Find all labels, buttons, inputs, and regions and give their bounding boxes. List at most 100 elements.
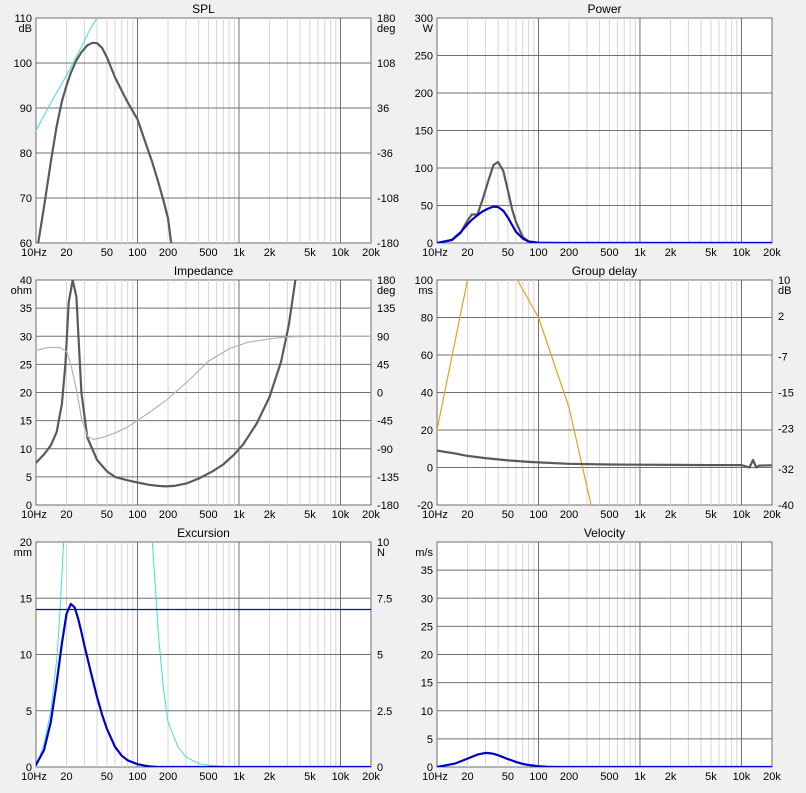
x-tick-label: 500 bbox=[600, 771, 618, 783]
left-tick-label: 0 bbox=[26, 500, 32, 512]
left-tick-label: 100 bbox=[415, 163, 433, 175]
left-tick-label: 10 bbox=[20, 650, 32, 662]
left-tick-label: 70 bbox=[20, 193, 32, 205]
x-tick-label: 50 bbox=[502, 771, 514, 783]
right-tick-label: -90 bbox=[377, 444, 393, 456]
x-tick-label: 100 bbox=[128, 771, 146, 783]
x-tick-label: 500 bbox=[600, 247, 618, 259]
chart-title: Power bbox=[587, 2, 621, 16]
x-tick-label: 1k bbox=[634, 509, 646, 521]
right-tick-label: -180 bbox=[377, 238, 399, 250]
left-tick-label: 35 bbox=[20, 303, 32, 315]
left-tick-label: 110 bbox=[14, 13, 32, 25]
x-tick-label: 10Hz bbox=[21, 771, 47, 783]
series-line-1 bbox=[437, 205, 772, 243]
left-tick-label: 10 bbox=[20, 444, 32, 456]
x-tick-label: 100 bbox=[128, 509, 146, 521]
x-tick-label: 200 bbox=[159, 771, 177, 783]
left-tick-label: 60 bbox=[421, 350, 433, 362]
right-tick-label: -45 bbox=[377, 416, 393, 428]
left-tick-label: 5 bbox=[26, 472, 32, 484]
x-tick-label: 10Hz bbox=[21, 247, 47, 259]
x-tick-label: 1k bbox=[634, 247, 646, 259]
right-axis-unit: deg bbox=[377, 23, 395, 35]
series-group bbox=[437, 280, 772, 505]
series-group bbox=[437, 751, 772, 767]
x-tick-label: 200 bbox=[159, 247, 177, 259]
x-tick-label: 20 bbox=[461, 509, 473, 521]
x-tick-label: 20 bbox=[60, 509, 72, 521]
right-tick-label: 36 bbox=[377, 103, 389, 115]
x-tick-label: 1k bbox=[233, 509, 245, 521]
series-group bbox=[36, 542, 371, 767]
right-tick-label: 45 bbox=[377, 359, 389, 371]
x-tick-label: 20k bbox=[362, 247, 380, 259]
left-axis-unit: mm bbox=[14, 547, 32, 559]
x-tick-label: 2k bbox=[665, 771, 677, 783]
x-tick-label: 10Hz bbox=[21, 509, 47, 521]
x-tick-label: 50 bbox=[502, 509, 514, 521]
x-tick-label: 100 bbox=[529, 771, 547, 783]
left-tick-label: 0 bbox=[26, 762, 32, 774]
x-tick-label: 5k bbox=[705, 771, 717, 783]
x-tick-label: 5k bbox=[304, 247, 316, 259]
right-tick-label: 0 bbox=[377, 388, 383, 400]
series-line-0 bbox=[37, 41, 173, 243]
chart-title: Velocity bbox=[584, 526, 625, 540]
right-tick-label: 2 bbox=[778, 311, 784, 323]
x-tick-label: 20k bbox=[763, 771, 781, 783]
left-tick-label: -20 bbox=[417, 500, 433, 512]
left-axis-unit: ohm bbox=[11, 285, 32, 297]
series-line-0 bbox=[437, 280, 469, 431]
series-line-0 bbox=[36, 542, 65, 767]
x-tick-label: 2k bbox=[665, 509, 677, 521]
left-tick-label: 20 bbox=[20, 388, 32, 400]
chart-title: SPL bbox=[192, 2, 215, 16]
left-tick-label: 0 bbox=[427, 762, 433, 774]
x-tick-label: 20k bbox=[362, 509, 380, 521]
right-tick-label: 90 bbox=[377, 331, 389, 343]
series-line-0 bbox=[437, 751, 772, 767]
left-tick-label: 30 bbox=[421, 593, 433, 605]
left-tick-label: 100 bbox=[415, 275, 433, 287]
series-group bbox=[36, 18, 173, 243]
right-tick-label: 7.5 bbox=[377, 593, 392, 605]
right-tick-label: 0 bbox=[377, 762, 383, 774]
right-tick-label: 10 bbox=[778, 275, 790, 287]
x-tick-label: 2k bbox=[665, 247, 677, 259]
left-tick-label: 60 bbox=[20, 238, 32, 250]
x-tick-label: 10k bbox=[332, 247, 350, 259]
right-tick-label: 108 bbox=[377, 58, 395, 70]
x-tick-label: 10k bbox=[332, 509, 350, 521]
left-tick-label: 15 bbox=[421, 678, 433, 690]
left-tick-label: 20 bbox=[421, 425, 433, 437]
x-tick-label: 10k bbox=[332, 771, 350, 783]
plot-area[interactable] bbox=[35, 17, 372, 244]
left-tick-label: 50 bbox=[421, 201, 433, 213]
left-tick-label: 0 bbox=[427, 463, 433, 475]
left-tick-label: 15 bbox=[20, 593, 32, 605]
x-tick-label: 1k bbox=[634, 771, 646, 783]
right-tick-label: 5 bbox=[377, 650, 383, 662]
x-tick-label: 500 bbox=[600, 509, 618, 521]
left-tick-label: 15 bbox=[20, 416, 32, 428]
chart-group-delay: Group delay100806040200-20ms102-7-15-23-… bbox=[415, 264, 794, 521]
x-tick-label: 100 bbox=[128, 247, 146, 259]
right-axis-unit: dB bbox=[778, 285, 791, 297]
right-tick-label: -32 bbox=[778, 464, 794, 476]
right-tick-label: 180 bbox=[377, 13, 395, 25]
x-tick-label: 50 bbox=[502, 247, 514, 259]
left-tick-label: 100 bbox=[14, 58, 32, 70]
x-tick-label: 200 bbox=[560, 247, 578, 259]
series-line-0 bbox=[36, 280, 297, 488]
x-tick-label: 200 bbox=[560, 771, 578, 783]
x-tick-label: 500 bbox=[199, 771, 217, 783]
x-tick-label: 10Hz bbox=[422, 247, 448, 259]
series-line-1 bbox=[151, 542, 240, 767]
left-tick-label: 5 bbox=[427, 734, 433, 746]
right-tick-label: -135 bbox=[377, 472, 399, 484]
